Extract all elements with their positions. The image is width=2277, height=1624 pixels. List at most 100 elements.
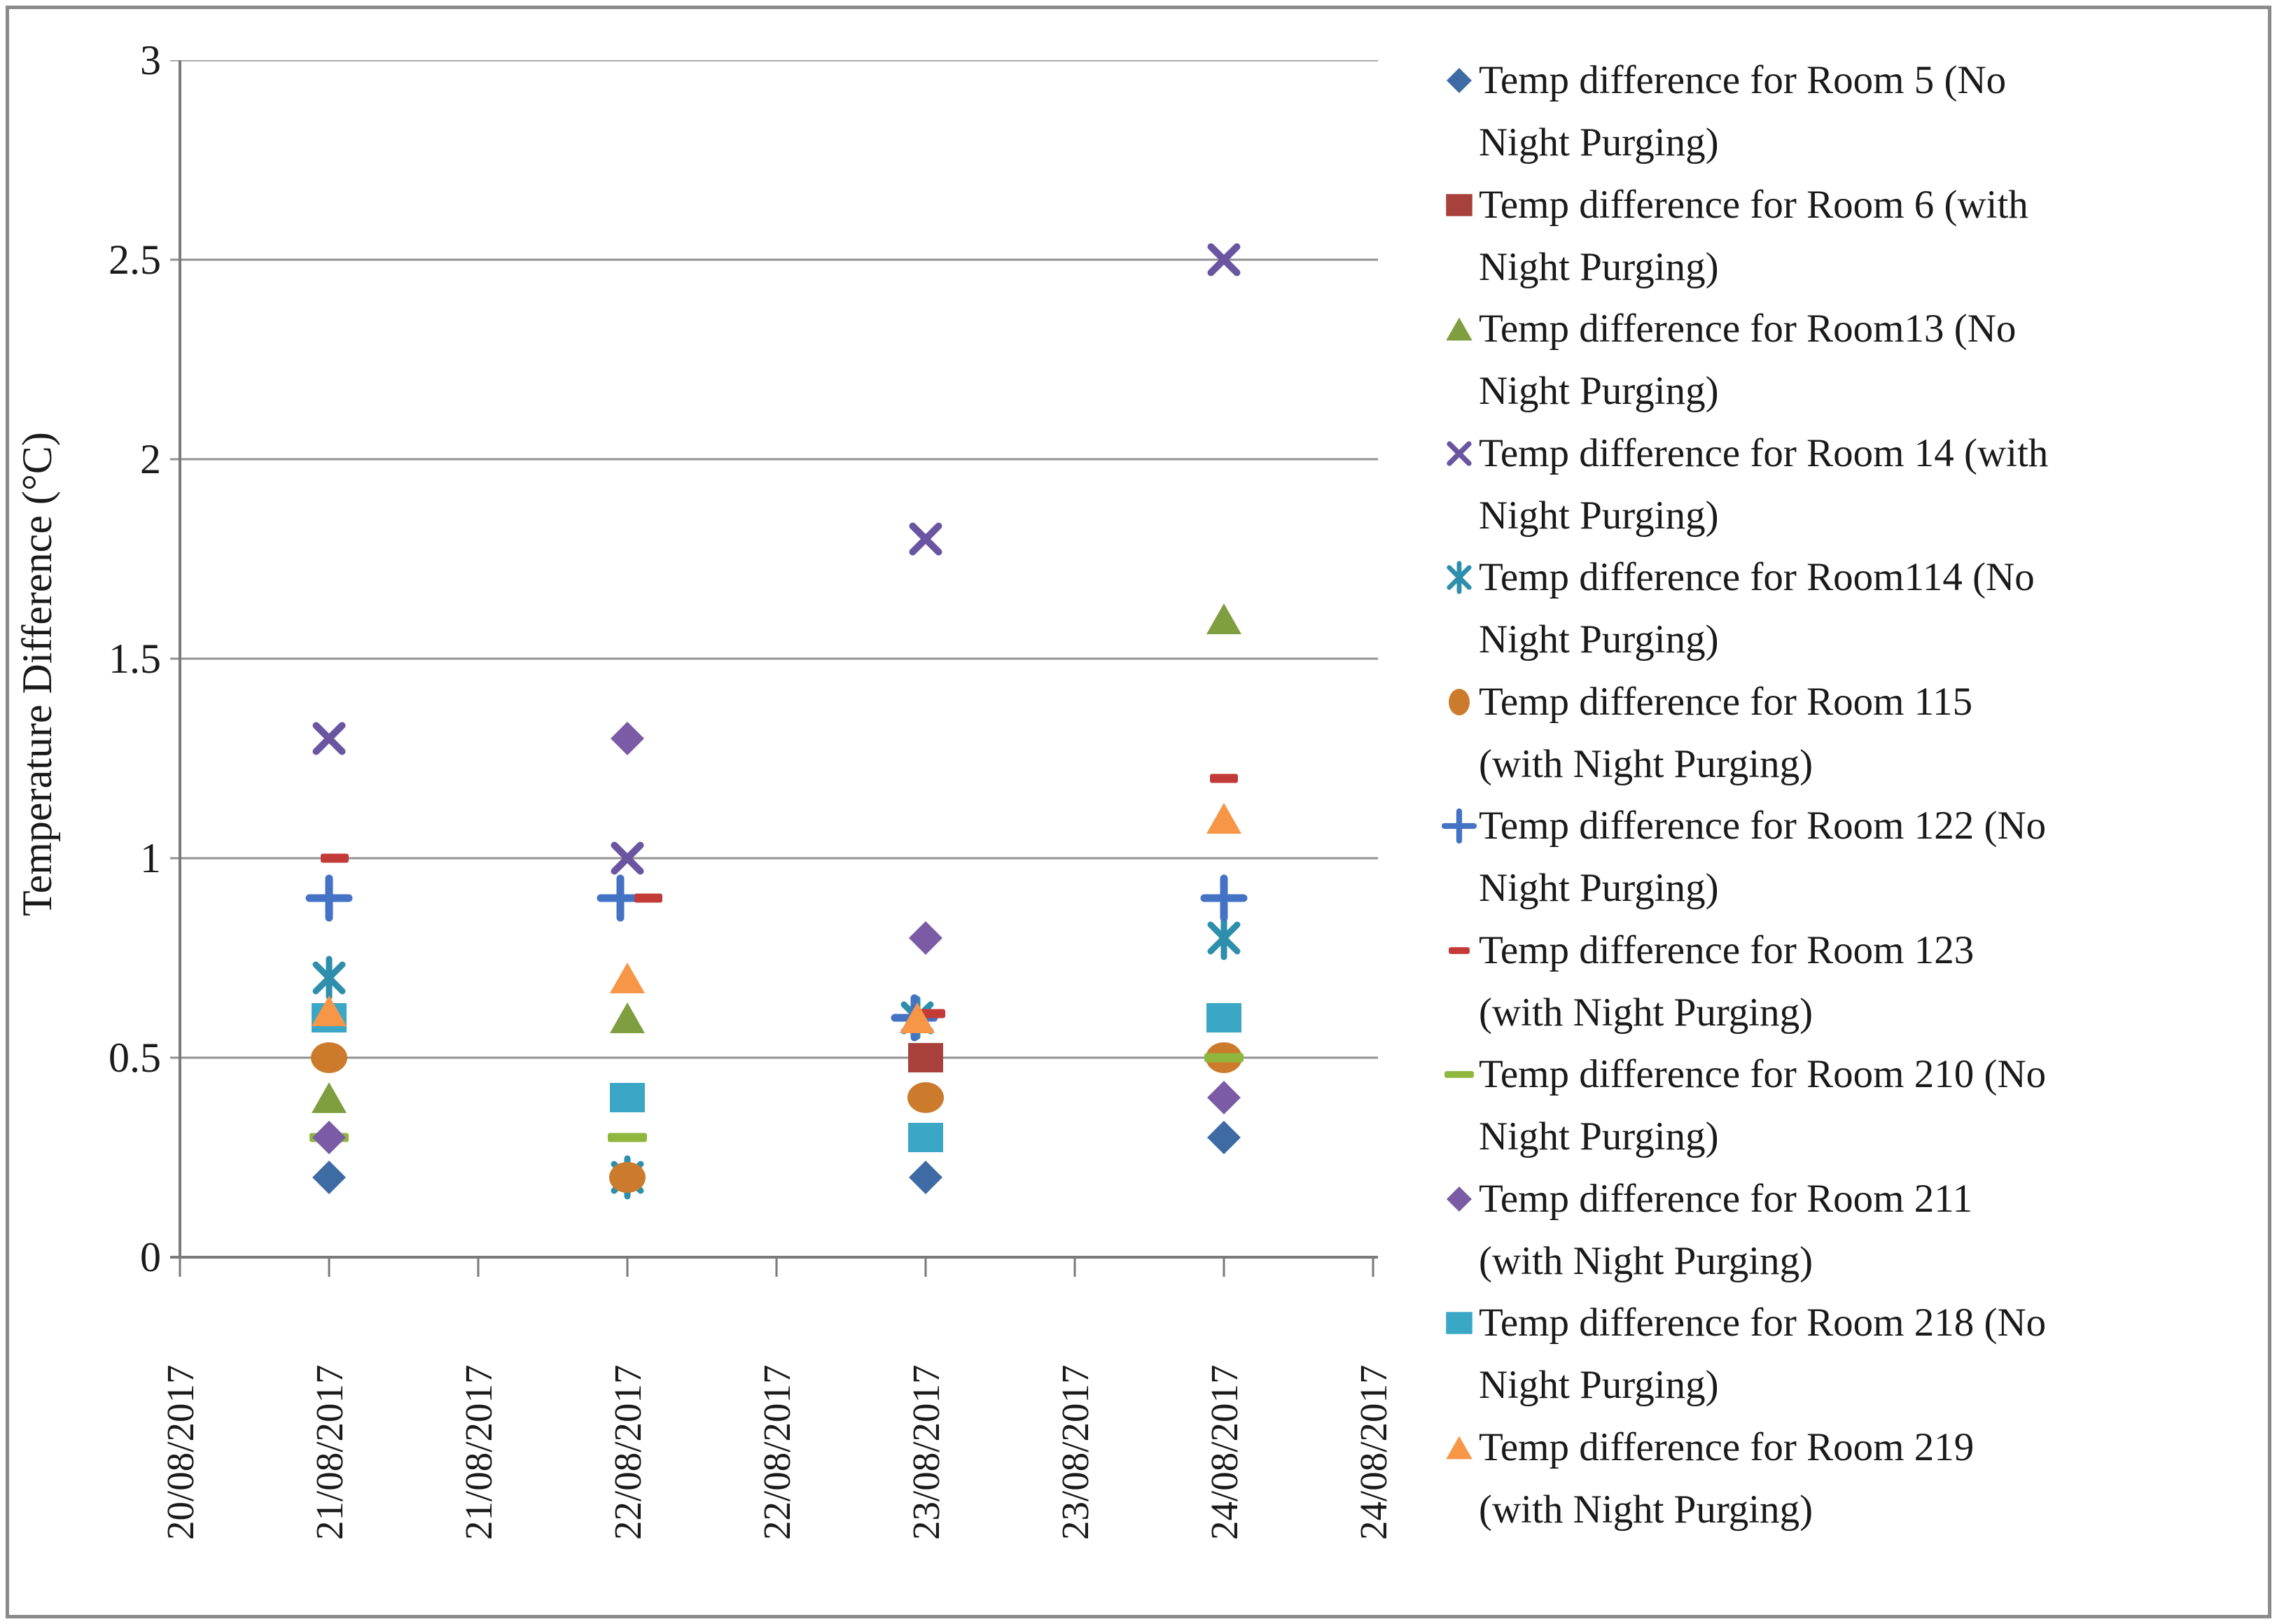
marker-room115-22/08/2017 — [609, 1162, 646, 1193]
y-tick-label-0.5: 0.5 — [109, 1035, 161, 1081]
marker-room5-24/08/2017 — [1207, 1121, 1241, 1154]
legend-marker-square-icon — [1446, 194, 1472, 216]
legend-item-room219: Temp difference for Room 219 (with Night … — [1428, 1416, 2262, 1541]
legend-label: Temp difference for Room 6 (with Night Pu… — [1479, 174, 2262, 298]
legend-marker-room210 — [1444, 1071, 1474, 1078]
marker-room5-21/08/2017 — [312, 1161, 346, 1194]
legend-label-line1: Temp difference for Room114 (No — [1479, 555, 2035, 599]
marker-room13-21/08/2017 — [312, 1082, 347, 1113]
legend-marker-room219 — [1446, 1436, 1472, 1460]
legend-marker-room123 — [1449, 947, 1470, 954]
marker-room122-24/08/2017 — [1200, 874, 1248, 922]
legend-item-room218: Temp difference for Room 218 (No Night Pu… — [1428, 1292, 2262, 1416]
marker-room14-23/08/2017 — [909, 522, 942, 556]
marker-room14-21/08/2017 — [312, 722, 346, 755]
y-tick-label-2.5: 2.5 — [109, 237, 161, 283]
marker-room122-21/08/2017 — [305, 874, 353, 922]
legend-item-room122: Temp difference for Room 122 (No Night Pu… — [1428, 794, 2262, 919]
legend-label-line1: Temp difference for Room 123 — [1479, 928, 1975, 972]
legend-label: Temp difference for Room 122 (No Night Pu… — [1479, 794, 2262, 919]
legend-marker-room122 — [1441, 808, 1477, 844]
legend-label-line1: Temp difference for Room 122 (No — [1479, 804, 2047, 848]
legend-item-room114: Temp difference for Room114 (No Night Pur… — [1428, 546, 2262, 671]
legend-marker-x-icon — [1447, 441, 1472, 466]
marker-room219-22/08/2017 — [610, 962, 645, 993]
legend-marker-diamond-icon — [1447, 1186, 1472, 1212]
chart-outer-frame — [6, 6, 2271, 1618]
x-tick-label-0: 20/08/2017 — [159, 1364, 202, 1540]
marker-room115-23/08/2017 — [907, 1082, 944, 1113]
marker-room122-22/08/2017 — [597, 874, 644, 922]
marker-room123-21/08/2017 — [321, 853, 349, 863]
legend-marker-dash-icon — [1449, 947, 1470, 954]
marker-room218-24/08/2017 — [1206, 1003, 1241, 1032]
y-tick-label-0: 0 — [140, 1234, 161, 1280]
marker-room13-24/08/2017 — [1206, 603, 1241, 634]
legend-label-line2: Night Purging) — [1479, 1114, 1719, 1158]
marker-room211-23/08/2017 — [909, 921, 942, 955]
marker-room219-24/08/2017 — [1206, 803, 1241, 834]
legend-label-line2: Night Purging) — [1479, 493, 1719, 538]
marker-room211-22/08/2017 — [611, 722, 644, 755]
legend-label: Temp difference for Room 218 (No Night Pu… — [1479, 1292, 2262, 1416]
legend-marker-room6 — [1446, 194, 1472, 216]
marker-room219-23/08/2017 — [900, 1002, 935, 1033]
legend-label-line2: Night Purging) — [1479, 120, 1719, 164]
legend-label: Temp difference for Room114 (No Night Pur… — [1479, 546, 2262, 671]
marker-room123-24/08/2017 — [1210, 774, 1238, 783]
plot-svg — [170, 59, 1378, 1277]
legend-label: Temp difference for Room 211 (with Night … — [1479, 1168, 2262, 1292]
legend-marker-plus-icon — [1441, 808, 1477, 844]
legend-item-room6: Temp difference for Room 6 (with Night Pu… — [1428, 174, 2262, 298]
legend-item-room123: Temp difference for Room 123 (with Night … — [1428, 919, 2262, 1044]
y-tick-label-2: 2 — [140, 436, 161, 482]
legend-item-room210: Temp difference for Room 210 (No Night Pu… — [1428, 1043, 2262, 1168]
x-tick-label-3: 22/08/2017 — [606, 1364, 649, 1540]
legend-label-line1: Temp difference for Room 219 — [1479, 1425, 1975, 1469]
legend-marker-room218 — [1446, 1312, 1472, 1334]
marker-room218-22/08/2017 — [610, 1083, 645, 1112]
legend-label: Temp difference for Room13 (No Night Purg… — [1479, 298, 2262, 422]
legend-marker-circle-icon — [1449, 689, 1470, 715]
legend-marker-diamond-icon — [1447, 68, 1472, 93]
legend-label-line2: Night Purging) — [1479, 369, 1719, 413]
marker-room14-22/08/2017 — [611, 841, 644, 875]
legend-item-room211: Temp difference for Room 211 (with Night … — [1428, 1168, 2262, 1292]
legend-marker-room14 — [1447, 441, 1472, 466]
legend-label-line2: Night Purging) — [1479, 617, 1719, 662]
marker-room210-22/08/2017 — [608, 1133, 647, 1142]
legend-label: Temp difference for Room 14 (with Night P… — [1479, 422, 2262, 547]
legend-label: Temp difference for Room 210 (No Night Pu… — [1479, 1043, 2262, 1168]
x-tick-label-8: 24/08/2017 — [1352, 1364, 1395, 1540]
legend-item-room115: Temp difference for Room 115 (with Night … — [1428, 671, 2262, 795]
x-tick-label-5: 23/08/2017 — [905, 1364, 947, 1540]
marker-room13-22/08/2017 — [610, 1002, 645, 1033]
chart-legend: Temp difference for Room 5 (No Night Purg… — [1428, 0, 2262, 1624]
legend-label-line2: (with Night Purging) — [1479, 1488, 1813, 1532]
y-tick-label-3: 3 — [140, 37, 161, 83]
legend-marker-dash-icon — [1444, 1071, 1474, 1078]
legend-label-line1: Temp difference for Room 210 (No — [1479, 1052, 2047, 1096]
legend-label-line2: Night Purging) — [1479, 866, 1719, 910]
marker-room115-21/08/2017 — [311, 1042, 347, 1073]
legend-label-line2: Night Purging) — [1479, 1363, 1719, 1407]
legend-marker-room115 — [1449, 689, 1470, 715]
legend-label-line1: Temp difference for Room 218 (No — [1479, 1301, 2047, 1345]
legend-label-line1: Temp difference for Room 6 (with — [1479, 183, 2028, 227]
legend-item-room14: Temp difference for Room 14 (with Night P… — [1428, 422, 2262, 547]
legend-item-room5: Temp difference for Room 5 (No Night Purg… — [1428, 49, 2262, 174]
legend-label-line1: Temp difference for Room13 (No — [1479, 307, 2017, 351]
legend-item-room13: Temp difference for Room13 (No Night Purg… — [1428, 298, 2262, 422]
legend-marker-triangle-icon — [1446, 1436, 1472, 1460]
legend-label: Temp difference for Room 219 (with Night … — [1479, 1416, 2262, 1541]
legend-label-line1: Temp difference for Room 211 — [1479, 1177, 1973, 1221]
y-tick-label-1.5: 1.5 — [109, 636, 161, 682]
x-tick-label-4: 22/08/2017 — [755, 1364, 798, 1540]
legend-label-line1: Temp difference for Room 5 (No — [1479, 58, 2007, 102]
marker-room5-23/08/2017 — [909, 1161, 942, 1194]
legend-label-line2: (with Night Purging) — [1479, 742, 1813, 786]
legend-label: Temp difference for Room 115 (with Night … — [1479, 671, 2262, 795]
legend-label-line1: Temp difference for Room 14 (with — [1479, 431, 2049, 475]
legend-label-line1: Temp difference for Room 115 — [1479, 680, 1973, 724]
marker-room114-24/08/2017 — [1207, 916, 1241, 960]
